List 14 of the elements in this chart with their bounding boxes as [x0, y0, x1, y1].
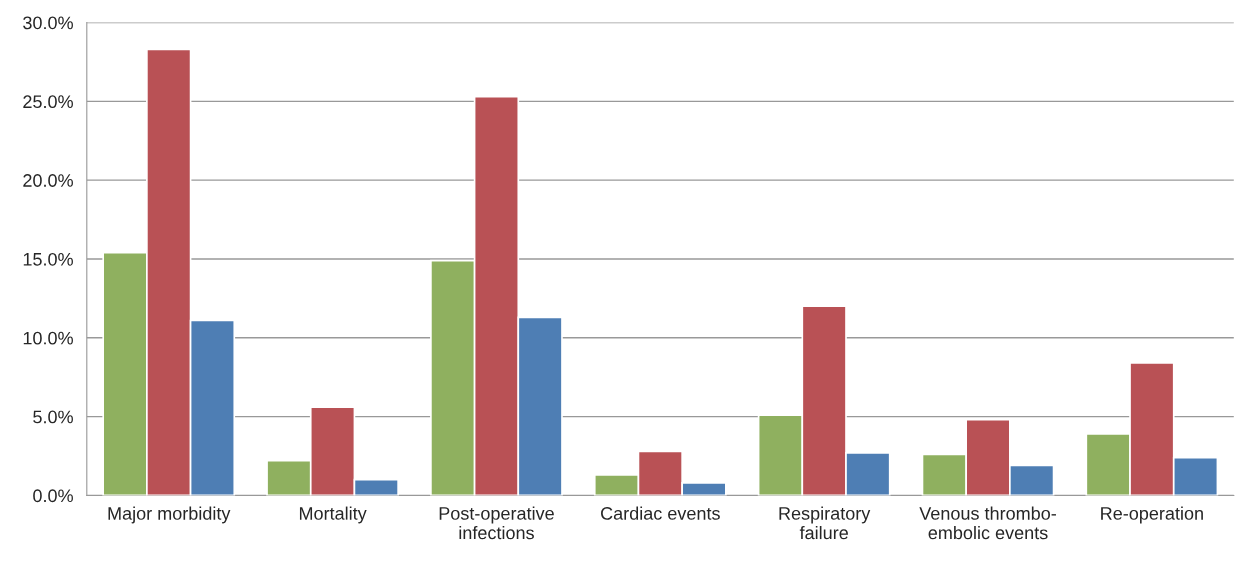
y-tick-label: 20.0% [23, 174, 73, 187]
y-tick-label: 0.0% [33, 489, 73, 503]
y-tick-label: 30.0% [23, 16, 73, 30]
y-tick-label: 10.0% [23, 331, 73, 345]
x-tick-label: Mortality [299, 506, 367, 524]
x-tick-label: Re-operation [1101, 506, 1203, 524]
y-tick-label: 5.0% [33, 410, 73, 424]
x-tick-label: Major morbidity [108, 506, 231, 524]
x-tick-label: Post-operative infections [439, 506, 554, 540]
y-tick-label: 25.0% [23, 95, 73, 109]
y-tick-label: 15.0% [23, 252, 73, 266]
x-tick-label: Venous thrombo- embolic events [919, 506, 1056, 540]
x-tick-label: Cardiac events [601, 506, 720, 520]
x-tick-label: Respiratory failure [779, 506, 871, 540]
